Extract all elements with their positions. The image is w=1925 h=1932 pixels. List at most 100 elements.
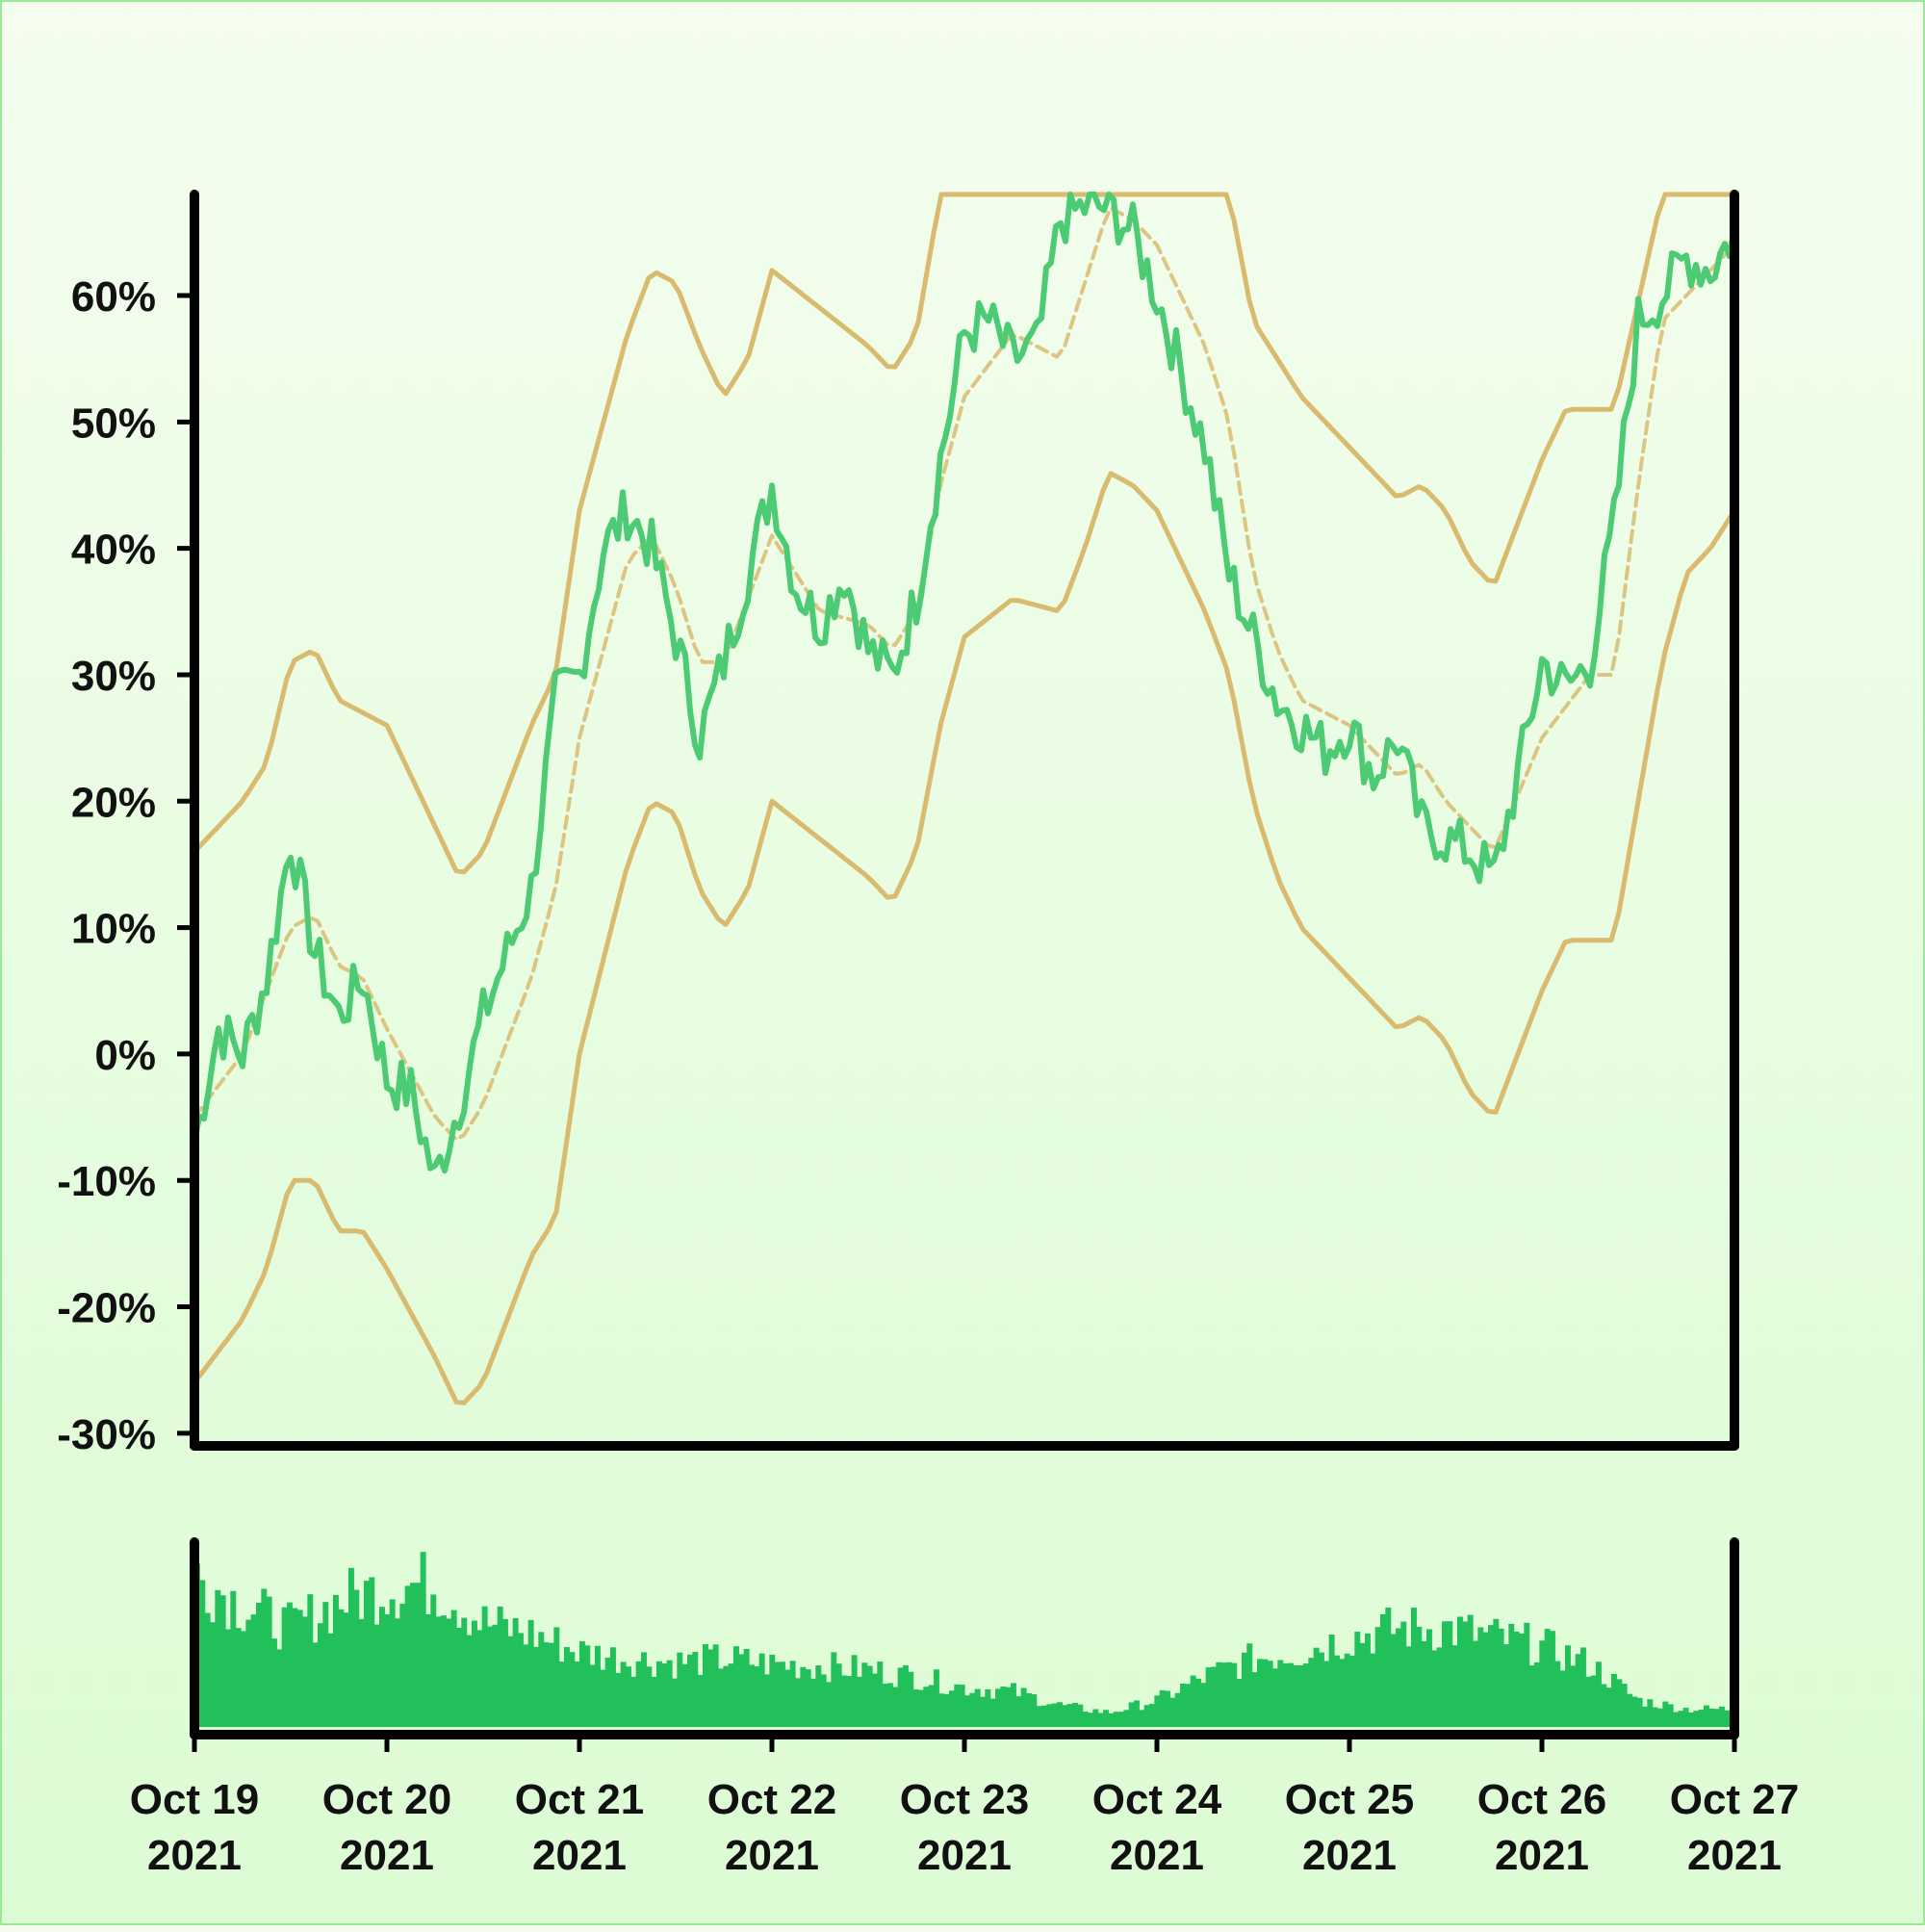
volume-bar: [318, 1623, 323, 1727]
volume-bar: [584, 1645, 591, 1727]
volume-bar: [1596, 1662, 1602, 1727]
volume-bar: [1297, 1665, 1304, 1727]
x-axis: Oct 19 2021 Oct 20 2021 Oct 21 2021 Oct 22 2021…: [130, 1735, 1800, 1879]
x-tick-label-year: 2021: [725, 1832, 819, 1879]
volume-bar: [697, 1674, 704, 1727]
x-tick-label-year: 2021: [1110, 1832, 1204, 1879]
volume-bar: [934, 1669, 939, 1727]
volume-bar: [348, 1567, 354, 1727]
volume-bar: [533, 1646, 539, 1727]
volume-bar: [225, 1629, 231, 1727]
volume-bar: [1180, 1683, 1186, 1727]
volume-bar: [1390, 1634, 1397, 1727]
volume-bar: [266, 1596, 272, 1727]
volume-bar: [1442, 1621, 1448, 1727]
volume-bar: [754, 1666, 760, 1727]
volume-bar: [1267, 1661, 1273, 1727]
x-tick-label-month: Oct 19: [130, 1776, 260, 1823]
volume-bar: [805, 1669, 811, 1727]
volume-bar: [861, 1662, 868, 1727]
volume-bar: [604, 1657, 611, 1727]
x-tick-label-month: Oct 24: [1092, 1776, 1222, 1823]
volume-bar: [1041, 1705, 1047, 1727]
volume-bars: [194, 1552, 1735, 1727]
volume-bar: [954, 1684, 961, 1727]
volume-bar: [1005, 1687, 1012, 1727]
volume-bar: [1503, 1644, 1509, 1727]
volume-bar: [723, 1665, 730, 1727]
volume-bar: [1359, 1642, 1366, 1727]
volume-bar: [1113, 1712, 1119, 1727]
volume-bar: [815, 1664, 822, 1727]
volume-bar: [857, 1676, 862, 1727]
volume-bar: [1482, 1632, 1489, 1727]
volume-bar: [1498, 1628, 1504, 1727]
volume-bar: [369, 1577, 375, 1727]
volume-bar: [1103, 1710, 1109, 1727]
volume-bar: [795, 1678, 801, 1727]
volume-bar: [384, 1614, 391, 1727]
volume-bar: [415, 1583, 422, 1727]
series-layer: [192, 192, 1737, 1405]
volume-bar: [1554, 1661, 1561, 1727]
volume-bar: [241, 1631, 246, 1727]
volume-bar: [1097, 1713, 1104, 1727]
volume-bar: [764, 1674, 770, 1727]
volume-bar: [338, 1609, 345, 1727]
volume-bar: [646, 1666, 653, 1727]
volume-bar: [728, 1663, 734, 1727]
volume-bar: [250, 1614, 257, 1727]
volume-bar: [1539, 1640, 1546, 1727]
volume-bar: [441, 1615, 447, 1727]
volume-bar: [595, 1645, 601, 1727]
volume-bar: [1513, 1631, 1520, 1727]
volume-bar: [610, 1647, 616, 1727]
volume-bar: [1242, 1652, 1247, 1727]
x-tick-label-month: Oct 27: [1670, 1776, 1800, 1823]
volume-bar: [343, 1612, 349, 1727]
volume-bar: [1416, 1626, 1423, 1727]
volume-bar: [1308, 1658, 1315, 1727]
volume-bar: [677, 1652, 683, 1727]
volume-bar: [969, 1692, 976, 1727]
volume-bar: [502, 1618, 508, 1727]
volume-bar: [743, 1648, 750, 1727]
volume-bar: [1374, 1627, 1381, 1727]
volume-bar: [964, 1695, 970, 1727]
volume-bar: [672, 1678, 678, 1727]
volume-bar: [364, 1581, 370, 1727]
volume-bar: [1077, 1704, 1084, 1727]
volume-bar: [1200, 1683, 1207, 1727]
volume-bar: [1057, 1702, 1063, 1727]
volume-bar: [1451, 1645, 1458, 1727]
x-tick-label-year: 2021: [532, 1832, 627, 1879]
volume-bar: [1323, 1661, 1330, 1727]
volume-bar: [1174, 1692, 1181, 1727]
volume-bar: [1020, 1687, 1027, 1727]
volume-bar: [1231, 1662, 1238, 1727]
volume-bar: [831, 1652, 837, 1727]
volume-bar: [851, 1655, 858, 1727]
x-tick-label-month: Oct 23: [900, 1776, 1030, 1823]
volume-bar: [974, 1688, 981, 1727]
x-tick-label-year: 2021: [1495, 1832, 1589, 1879]
y-tick-label: 10%: [71, 906, 156, 953]
volume-bar: [292, 1608, 298, 1727]
volume-bar: [1621, 1684, 1628, 1727]
volume-bar: [1436, 1647, 1443, 1727]
volume-bar: [430, 1594, 437, 1727]
volume-bar: [692, 1652, 699, 1727]
volume-bar: [574, 1662, 580, 1727]
volume-bar: [1431, 1650, 1438, 1727]
volume-bar: [887, 1683, 893, 1727]
volume-bar: [507, 1636, 514, 1727]
volume-bar: [1011, 1683, 1016, 1727]
volume-bar: [327, 1633, 334, 1727]
x-tick-label-month: Oct 20: [322, 1776, 452, 1823]
volume-bar: [1385, 1607, 1392, 1727]
volume-bar: [1580, 1647, 1586, 1727]
price-series-line: [192, 192, 1737, 1174]
volume-bar: [903, 1664, 909, 1727]
volume-bar: [938, 1693, 945, 1727]
